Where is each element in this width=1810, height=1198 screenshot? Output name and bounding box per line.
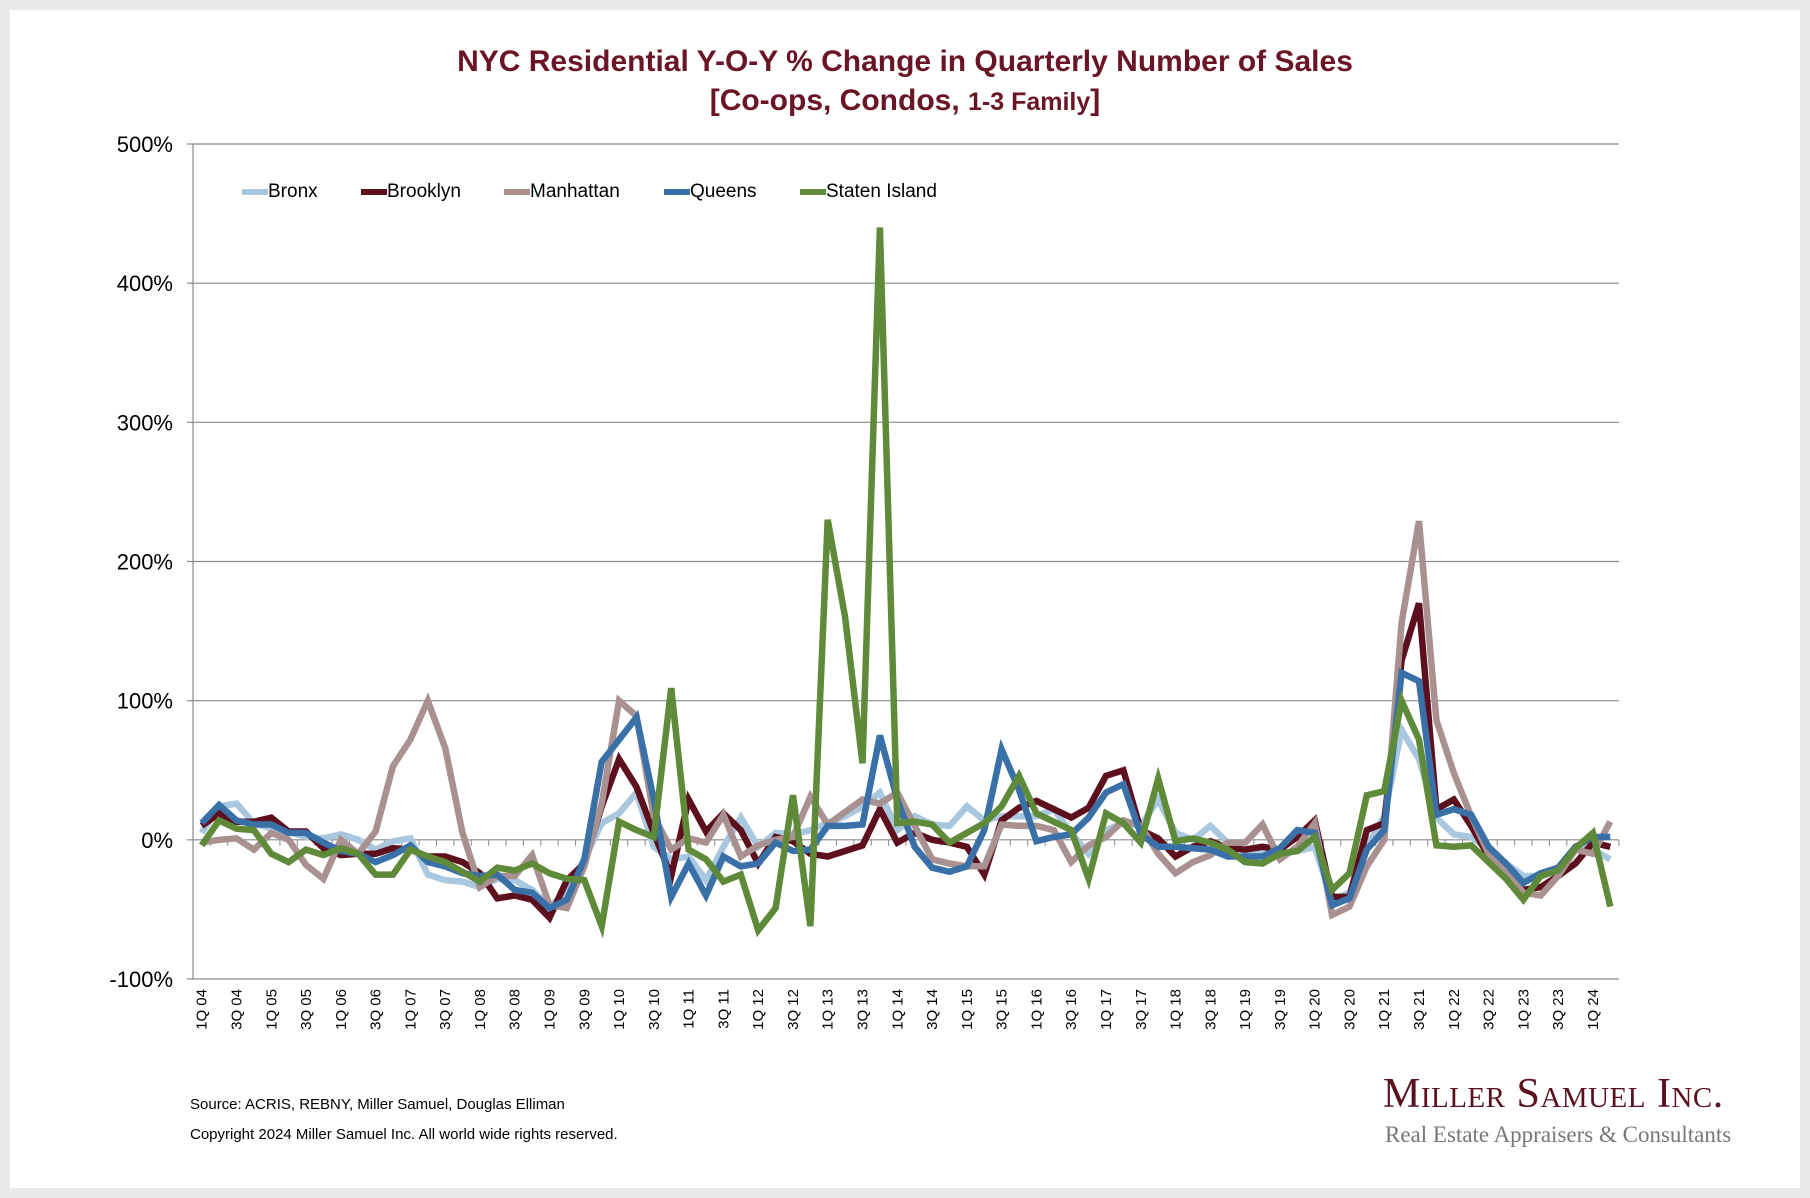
legend-label: Brooklyn <box>387 181 461 202</box>
x-tick-label: 3Q 23 <box>1550 989 1567 1030</box>
y-tick-label: 0% <box>141 828 173 853</box>
y-tick-label: 400% <box>117 271 173 296</box>
chart-subtitle: [Co-ops, Condos, 1-3 Family] <box>0 84 1810 118</box>
copyright-note: Copyright 2024 Miller Samuel Inc. All wo… <box>190 1126 618 1143</box>
x-tick-label: 3Q 12 <box>785 989 802 1030</box>
legend-swatch <box>800 189 826 195</box>
y-tick-label: 200% <box>117 550 173 575</box>
legend-item: Manhattan <box>504 181 620 203</box>
x-tick-label: 3Q 07 <box>437 989 454 1030</box>
x-tick-label: 1Q 19 <box>1237 989 1254 1030</box>
x-tick-label: 3Q 16 <box>1063 989 1080 1030</box>
legend-item: Brooklyn <box>361 181 461 203</box>
x-tick-label: 3Q 11 <box>715 989 732 1029</box>
legend-swatch <box>504 189 530 195</box>
legend-item: Bronx <box>242 181 318 203</box>
y-tick-label: 300% <box>117 410 173 435</box>
x-tick-label: 1Q 16 <box>1028 989 1045 1030</box>
x-tick-label: 1Q 10 <box>611 989 628 1030</box>
x-tick-label: 3Q 08 <box>507 989 524 1030</box>
subtitle-small: 1-3 Family <box>968 88 1091 116</box>
x-tick-label: 1Q 21 <box>1376 989 1393 1030</box>
x-tick-label: 3Q 15 <box>994 989 1011 1030</box>
legend-swatch <box>361 189 387 195</box>
x-tick-label: 1Q 06 <box>333 989 350 1030</box>
x-tick-label: 3Q 13 <box>855 989 872 1030</box>
x-tick-label: 3Q 17 <box>1133 989 1150 1030</box>
legend-label: Bronx <box>268 181 318 202</box>
chart-card <box>10 10 1800 1188</box>
legend-swatch <box>664 189 690 195</box>
company-logo-name: Miller Samuel Inc. <box>1383 1071 1724 1117</box>
legend-item: Queens <box>664 181 757 203</box>
legend-label: Manhattan <box>530 181 620 202</box>
x-tick-label: 3Q 22 <box>1481 989 1498 1030</box>
x-tick-label: 3Q 19 <box>1272 989 1289 1030</box>
x-tick-label: 1Q 11 <box>681 989 698 1029</box>
x-tick-label: 1Q 09 <box>542 989 559 1030</box>
x-tick-label: 1Q 13 <box>820 989 837 1030</box>
legend-item: Staten Island <box>800 181 937 203</box>
x-tick-label: 3Q 09 <box>576 989 593 1030</box>
subtitle-main: [Co-ops, Condos, <box>709 84 968 117</box>
y-tick-label: 500% <box>117 132 173 157</box>
series-line-manhattan <box>201 520 1614 920</box>
x-tick-label: 1Q 15 <box>959 989 976 1030</box>
y-tick-label: 100% <box>117 689 173 714</box>
x-tick-label: 1Q 23 <box>1515 989 1532 1030</box>
x-tick-label: 1Q 22 <box>1446 989 1463 1030</box>
x-tick-label: 3Q 06 <box>368 989 385 1030</box>
legend-label: Staten Island <box>826 181 937 202</box>
x-tick-label: 3Q 18 <box>1202 989 1219 1030</box>
company-logo-tagline: Real Estate Appraisers & Consultants <box>1385 1122 1732 1147</box>
x-tick-label: 1Q 12 <box>750 989 767 1030</box>
x-tick-label: 1Q 20 <box>1307 989 1324 1030</box>
x-tick-label: 1Q 05 <box>263 989 280 1030</box>
legend-swatch <box>242 189 268 195</box>
chart-title: NYC Residential Y-O-Y % Change in Quarte… <box>457 45 1353 78</box>
x-tick-label: 3Q 10 <box>646 989 663 1030</box>
x-tick-label: 1Q 04 <box>194 989 211 1030</box>
x-tick-label: 3Q 20 <box>1341 989 1358 1030</box>
x-tick-label: 1Q 14 <box>889 989 906 1030</box>
x-tick-label: 1Q 18 <box>1168 989 1185 1030</box>
x-tick-label: 3Q 05 <box>298 989 315 1030</box>
x-tick-label: 3Q 21 <box>1411 989 1428 1030</box>
x-tick-label: 1Q 08 <box>472 989 489 1030</box>
source-note: Source: ACRIS, REBNY, Miller Samuel, Dou… <box>190 1096 565 1113</box>
subtitle-end: ] <box>1090 84 1101 117</box>
legend-label: Queens <box>690 181 757 202</box>
x-tick-label: 3Q 14 <box>924 989 941 1030</box>
x-tick-label: 1Q 24 <box>1585 989 1602 1030</box>
series-line-staten-island <box>199 227 1614 939</box>
y-tick-label: -100% <box>109 967 173 992</box>
x-tick-label: 3Q 04 <box>228 989 245 1030</box>
x-tick-label: 1Q 07 <box>402 989 419 1030</box>
x-tick-label: 1Q 17 <box>1098 989 1115 1030</box>
